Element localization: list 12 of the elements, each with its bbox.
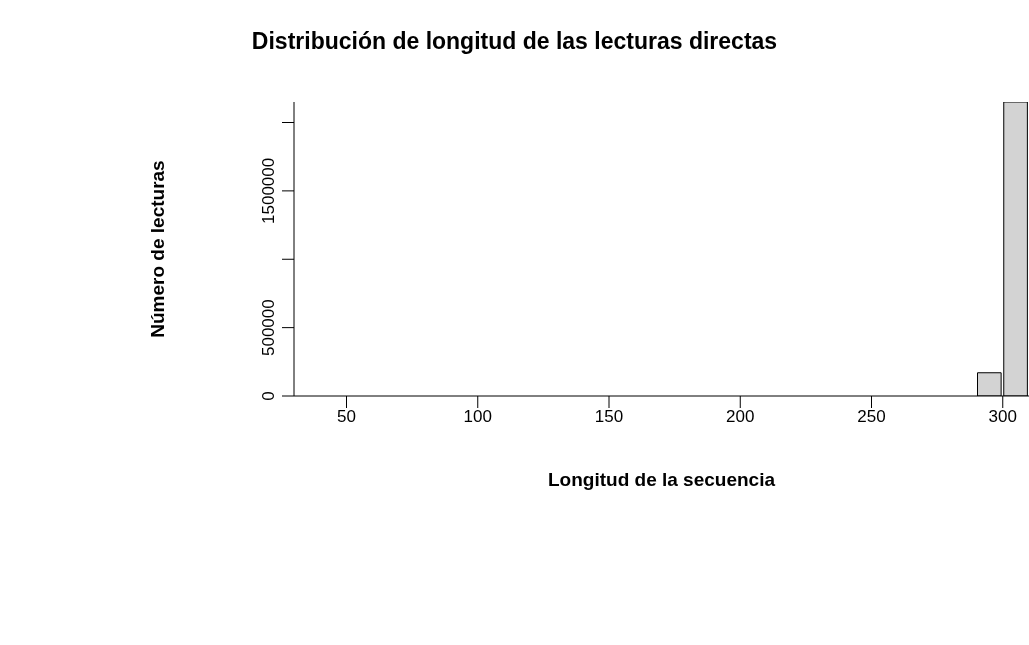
x-tick-label: 100: [463, 407, 492, 427]
chart-title: Distribución de longitud de las lecturas directas: [250, 28, 779, 55]
x-tick-label: 250: [857, 407, 886, 427]
x-tick-label: 300: [988, 407, 1017, 427]
x-tick-label: 200: [726, 407, 755, 427]
x-tick-label: 150: [594, 407, 624, 427]
y-tick-label: 500000: [259, 299, 278, 356]
y-tick-label: 0: [259, 391, 278, 401]
x-axis-title: Longitud de la secuencia: [548, 469, 776, 490]
x-tick-label: 50: [337, 407, 356, 427]
y-tick-label: 1500000: [259, 157, 278, 224]
y-axis-title: Número de lecturas: [146, 160, 168, 338]
